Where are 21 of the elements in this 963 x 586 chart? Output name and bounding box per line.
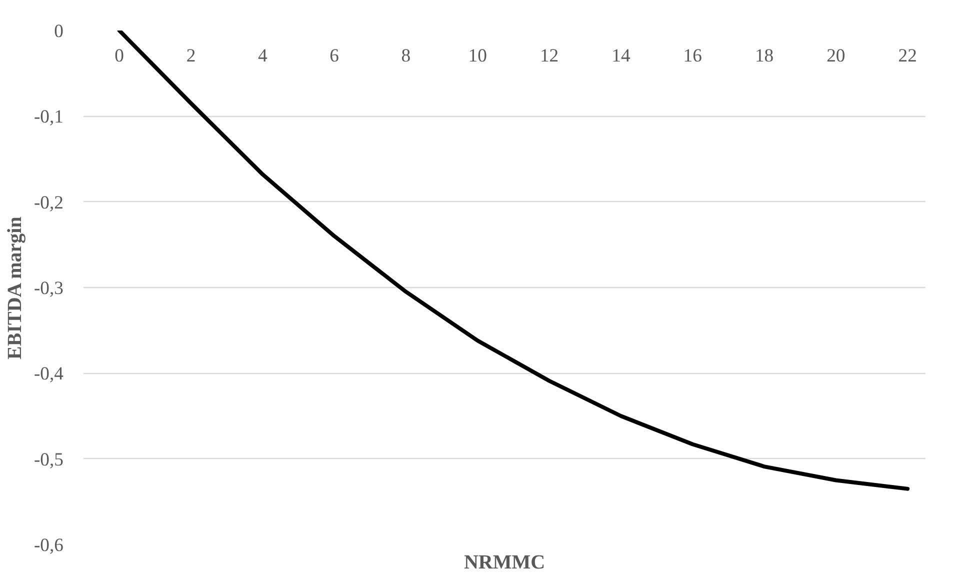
y-tick-label: 0 — [54, 21, 64, 42]
x-tick-label: 16 — [683, 46, 702, 66]
x-tick-label: 22 — [898, 46, 917, 66]
x-tick-label: 20 — [826, 46, 846, 66]
x-tick-label: 12 — [540, 46, 559, 66]
x-tick-label: 2 — [186, 46, 196, 66]
y-tick-label: -0,1 — [34, 106, 64, 128]
y-tick-label: -0,6 — [34, 535, 64, 556]
x-axis-title: NRMMC — [464, 552, 546, 574]
x-tick-label: 8 — [401, 46, 411, 66]
y-tick-label: -0,4 — [34, 364, 64, 385]
x-tick-label: 10 — [468, 46, 487, 66]
x-tick-label: 18 — [754, 46, 774, 66]
x-tick-label: 4 — [258, 46, 268, 66]
y-tick-label: -0,3 — [34, 278, 64, 299]
x-tick-label: 14 — [612, 46, 631, 66]
x-tick-label: 6 — [330, 46, 339, 66]
y-tick-label: -0,5 — [34, 449, 64, 470]
x-tick-label: 0 — [114, 46, 124, 66]
y-tick-label: -0,2 — [34, 192, 64, 214]
y-axis-title: EBITDA margin — [4, 216, 26, 360]
